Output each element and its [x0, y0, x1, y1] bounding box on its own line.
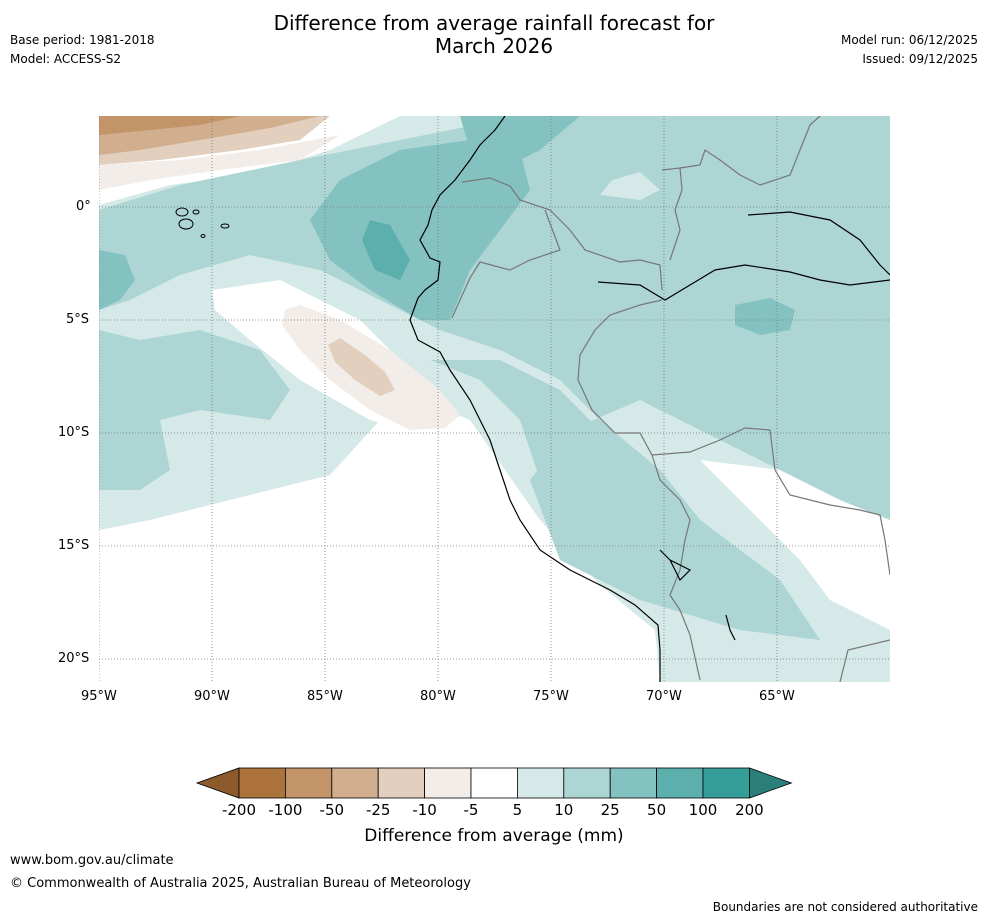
colorbar-tick-label: -5	[463, 801, 479, 819]
colorbar-swatch	[238, 767, 286, 799]
band-10-to-25-west	[99, 330, 290, 490]
colorbar-tick-label: 200	[735, 801, 764, 819]
coastline-inland-fragment	[725, 614, 736, 641]
band-minus-5-to-minus-10-north	[99, 135, 340, 190]
galapagos-island-1	[175, 207, 189, 217]
colorbar-swatch	[424, 767, 472, 799]
band-minus-50-to-minus-100	[99, 116, 240, 135]
colorbar-swatch	[563, 767, 611, 799]
lat-label-5s: 5°S	[66, 312, 90, 327]
country-borders	[451, 116, 890, 682]
border-bolivia-paraguay	[839, 639, 890, 682]
colorbar-tick-label: -50	[319, 801, 345, 819]
lon-label-85w: 85°W	[307, 689, 343, 704]
band-10-to-25-north	[99, 116, 890, 640]
neutral-zone-south	[99, 400, 660, 682]
lat-label-20s: 20°S	[58, 651, 90, 666]
colorbar-swatch	[331, 767, 379, 799]
model-run: Model run: 06/12/2025	[840, 33, 978, 47]
band-25-to-50-interior	[735, 298, 795, 335]
copyright-notice: © Commonwealth of Australia 2025, Austra…	[10, 876, 471, 891]
band-25-to-50-andes	[310, 140, 530, 320]
colorbar-swatch	[377, 767, 426, 799]
colorbar-tick-label: 25	[600, 801, 620, 819]
model-name: Model: ACCESS-S2	[10, 52, 122, 66]
lon-label-80w: 80°W	[420, 689, 456, 704]
border-peru-brazil-bolivia	[577, 299, 890, 576]
colorbar-swatch	[517, 767, 565, 799]
colorbar-swatch	[702, 767, 750, 799]
lon-label-95w: 95°W	[81, 689, 117, 704]
band-10-to-25-northeast	[700, 116, 860, 200]
colorbar-swatch	[656, 767, 704, 799]
colorbar-swatches	[195, 767, 793, 799]
lake-titicaca	[659, 549, 692, 582]
galapagos-island-5	[200, 234, 206, 238]
colorbar-tick-label: 100	[688, 801, 718, 819]
lon-label-65w: 65°W	[759, 689, 795, 704]
title-line-1: Difference from average rainfall forecas…	[273, 11, 715, 35]
galapagos-island-3	[192, 209, 200, 215]
coastlines	[409, 116, 890, 682]
website-link[interactable]: www.bom.gov.au/climate	[10, 853, 174, 868]
lon-label-70w: 70°W	[646, 689, 682, 704]
border-ecuador-peru	[451, 209, 561, 319]
lon-label-90w: 90°W	[194, 689, 230, 704]
border-peru-bolivia-chile	[651, 454, 701, 681]
issued-date: Issued: 09/12/2025	[862, 52, 978, 66]
colorbar-extend-high	[749, 767, 793, 799]
colorbar	[195, 767, 793, 799]
galapagos-island-4	[220, 223, 230, 229]
border-colombia-peru	[461, 177, 663, 291]
border-colombia-brazil	[661, 167, 683, 261]
colorbar-tick-label: 50	[647, 801, 667, 819]
band-minus-10-to-minus-25-coast	[328, 338, 395, 396]
gridlines	[99, 116, 890, 682]
neutral-zone-east	[700, 460, 890, 630]
boundary-disclaimer: Boundaries are not considered authoritat…	[712, 900, 978, 914]
colorbar-tick-label: -100	[268, 801, 303, 819]
galapagos-island-2	[178, 218, 194, 230]
colorbar-title: Difference from average (mm)	[364, 826, 624, 846]
river-amazon	[597, 264, 890, 301]
colorbar-tick-label: -25	[365, 801, 391, 819]
title-line-2: March 2026	[434, 34, 554, 58]
colorbar-swatch	[470, 767, 518, 799]
colorbar-swatch	[284, 767, 333, 799]
map-title: Difference from average rainfall forecas…	[0, 12, 988, 58]
colorbar-tick-label: -200	[221, 801, 257, 819]
base-period: Base period: 1981-2018	[10, 33, 155, 47]
lat-label-15s: 15°S	[58, 538, 90, 553]
lon-label-75w: 75°W	[533, 689, 569, 704]
band-25-to-50-north	[460, 116, 580, 170]
lat-label-0: 0°	[76, 199, 91, 214]
band-10-to-25-south	[430, 360, 820, 640]
colorbar-tick-label: -10	[412, 801, 437, 819]
colorbar-tick-label: 10	[554, 801, 574, 819]
band-25-to-50-west	[99, 250, 135, 310]
band-5-to-10-patch	[600, 172, 660, 200]
colorbar-extend-low	[195, 767, 240, 799]
coastline-pacific	[409, 116, 661, 682]
lat-label-10s: 10°S	[58, 425, 90, 440]
border-venezuela-brazil	[679, 116, 821, 186]
colorbar-tick-label: 5	[512, 801, 523, 819]
galapagos-islands	[175, 207, 230, 238]
band-50-to-100	[362, 220, 410, 280]
colorbar-swatch	[609, 767, 658, 799]
river-negro	[747, 211, 890, 276]
